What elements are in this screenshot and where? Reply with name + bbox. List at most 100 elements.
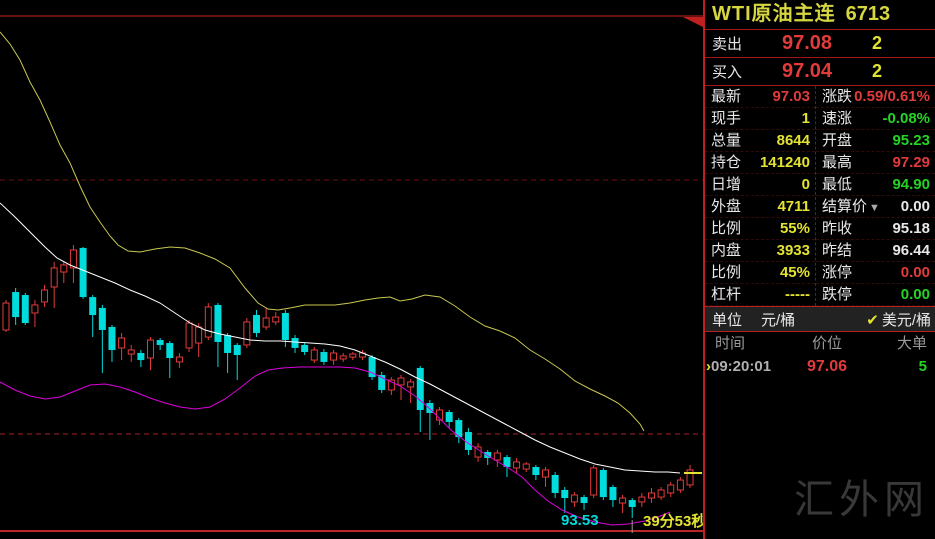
stat-label: 涨跌	[822, 88, 853, 105]
stat-value: 141240	[759, 154, 810, 171]
stat-label: 比例	[711, 264, 742, 281]
chart-canvas	[0, 15, 703, 533]
stat-value: 8644	[776, 132, 810, 149]
stat-value: 0.59/0.61%	[854, 88, 930, 105]
stat-value: 0.00	[900, 264, 930, 281]
stat-value: 0.00	[900, 198, 930, 215]
stat-row: 比例 55%	[705, 218, 815, 240]
stat-row: 现手 1	[705, 108, 815, 130]
stat-label: 涨停	[822, 264, 853, 281]
quote-panel: WTI原油主连 6713 卖出 97.08 2 买入 97.04 2 最新 97.0…	[703, 0, 935, 539]
stat-value: 0.00	[900, 286, 930, 303]
stat-value: 94.90	[892, 176, 930, 193]
stat-label: 日增	[711, 176, 742, 193]
stat-value: 97.03	[772, 88, 810, 105]
stat-row: 内盘 3933	[705, 240, 815, 262]
ask-size: 2	[871, 33, 882, 53]
bollinger-middle-band	[0, 202, 681, 474]
stat-row: 昨结 96.44	[816, 240, 935, 262]
stat-value: 3933	[776, 242, 810, 259]
unit-usd-label: 美元/桶	[881, 311, 931, 329]
stat-row: 速涨 -0.08%	[816, 108, 935, 130]
stat-value: 55%	[779, 220, 810, 237]
stat-label: 跌停	[822, 286, 853, 303]
stat-label: 总量	[711, 132, 742, 149]
stat-row: 开盘 95.23	[816, 130, 935, 152]
stats-right-column: 涨跌 0.59/0.61% 速涨 -0.08% 开盘 95.23 最高 97.29 最低 94.9…	[815, 86, 935, 306]
stat-label: 持仓	[711, 154, 742, 171]
stat-value: -----	[785, 286, 810, 303]
stat-row: 总量 8644	[705, 130, 815, 152]
watermark: 汇外网	[794, 478, 929, 522]
tape-price: 97.06	[806, 358, 848, 375]
stat-value: 0	[801, 176, 810, 193]
bid-label: 买入	[712, 64, 743, 81]
stat-row: 持仓 141240	[705, 152, 815, 174]
tape-header-size: 大单	[896, 335, 927, 352]
tape-time: 09:20:01	[711, 358, 772, 375]
stat-row: 涨停 0.00	[816, 262, 935, 284]
stat-row: 比例 45%	[705, 262, 815, 284]
stat-label: 开盘	[822, 132, 853, 149]
stat-label: 结算价 ▼	[822, 198, 880, 215]
stat-label: 外盘	[711, 198, 742, 215]
stat-value: 95.23	[892, 132, 930, 149]
stats-left-column: 最新 97.03 现手 1 总量 8644 持仓 141240 日增 0 外盘 4711 比例 55% 内盘…	[705, 86, 815, 306]
stat-value: -0.08%	[882, 110, 930, 127]
stat-row: 结算价 ▼ 0.00	[816, 196, 935, 218]
stat-label: 速涨	[822, 110, 853, 127]
instrument-header: WTI原油主连 6713	[705, 0, 935, 30]
stat-value: 95.18	[892, 220, 930, 237]
stat-label: 杠杆	[711, 286, 742, 303]
stats-grid: 最新 97.03 现手 1 总量 8644 持仓 141240 日增 0 外盘 4711 比例 55% 内盘…	[705, 86, 935, 306]
stat-label: 最新	[711, 88, 742, 105]
tape-arrow-icon: ›	[706, 358, 711, 375]
stat-label: 最高	[822, 154, 853, 171]
ask-row[interactable]: 卖出 97.08 2	[705, 30, 935, 58]
stat-label: 昨收	[822, 220, 853, 237]
stat-label: 现手	[711, 110, 742, 127]
stat-row: 最新 97.03	[705, 86, 815, 108]
tape-row: ›09:20:01 97.06 5	[705, 356, 935, 378]
candlestick-chart[interactable]: 93.53 39分53秒	[0, 0, 707, 539]
settlement-dropdown-icon[interactable]: ▼	[869, 202, 880, 214]
bollinger-upper-band	[0, 31, 645, 432]
stat-row: 杠杆 -----	[705, 284, 815, 306]
ask-price: 97.08	[781, 32, 833, 54]
stat-value: 4711	[777, 198, 810, 215]
bar-countdown-label: 39分53秒	[643, 513, 707, 530]
stat-row: 日增 0	[705, 174, 815, 196]
instrument-title: WTI原油主连	[712, 3, 836, 25]
stat-row: 最低 94.90	[816, 174, 935, 196]
tape-header-time: 时间	[715, 335, 746, 352]
bid-size: 2	[871, 61, 882, 81]
stat-row: 最高 97.29	[816, 152, 935, 174]
bollinger-lower-band	[0, 366, 671, 526]
stat-label: 比例	[711, 220, 742, 237]
stat-label: 最低	[822, 176, 853, 193]
unit-row: 单位 元/桶 ✔ 美元/桶	[705, 306, 935, 332]
check-icon: ✔	[866, 311, 879, 329]
chart-min-price-label: 93.53	[561, 512, 599, 529]
panel-corner-triangle	[683, 17, 703, 27]
stat-label: 昨结	[822, 242, 853, 259]
reference-lines	[0, 15, 703, 532]
stat-row: 涨跌 0.59/0.61%	[816, 86, 935, 108]
stat-row: 昨收 95.18	[816, 218, 935, 240]
stat-row: 外盘 4711	[705, 196, 815, 218]
stat-label: 内盘	[711, 242, 742, 259]
stat-value: 96.44	[892, 242, 930, 259]
unit-usd-option[interactable]: ✔ 美元/桶	[866, 309, 935, 330]
unit-cny-option[interactable]: 元/桶	[761, 311, 796, 329]
stat-value: 1	[801, 110, 810, 127]
candles-group	[2, 244, 694, 518]
unit-label: 单位	[712, 311, 743, 329]
tape-header: 时间 价位 大单	[705, 332, 935, 356]
stat-value: 45%	[779, 264, 810, 281]
ask-label: 卖出	[712, 36, 743, 53]
bid-row[interactable]: 买入 97.04 2	[705, 58, 935, 86]
stat-row: 跌停 0.00	[816, 284, 935, 306]
tape-list: ›09:20:01 97.06 5	[705, 356, 935, 378]
stat-value: 97.29	[892, 154, 930, 171]
